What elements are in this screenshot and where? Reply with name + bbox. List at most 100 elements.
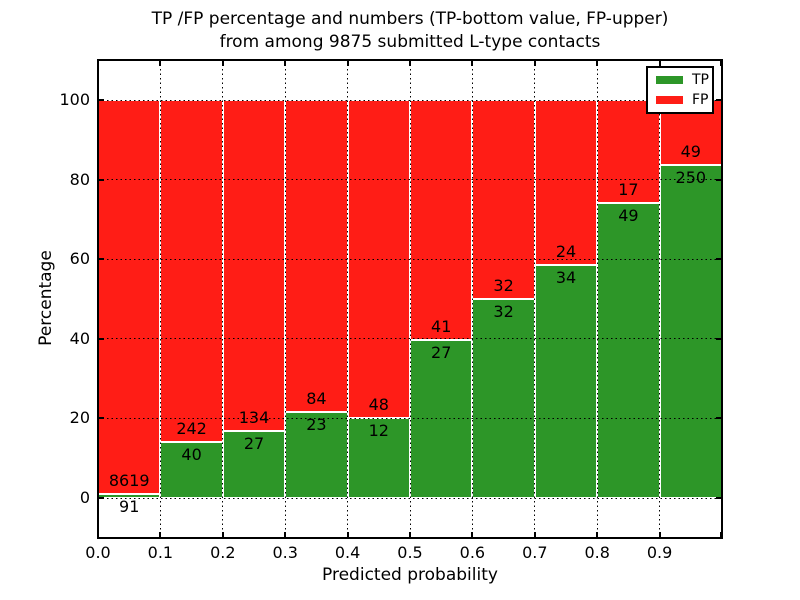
- y-tick-label: 80: [69, 169, 90, 189]
- x-tick-top: [409, 60, 411, 66]
- y-tick-label: 100: [59, 90, 90, 109]
- x-tick-bottom: [284, 532, 287, 538]
- y-tick-right: [716, 337, 722, 340]
- x-tick-label: 0.4: [334, 543, 361, 562]
- fp-count-label: 84: [306, 389, 327, 409]
- tp-count-label: 23: [306, 415, 327, 435]
- bar-segment-tp: [285, 412, 348, 498]
- fp-count-label: 8619: [108, 470, 150, 490]
- x-tick-label: 0.6: [459, 543, 486, 562]
- x-tick-top: [284, 60, 287, 66]
- v-gridline: [409, 60, 411, 538]
- v-gridline: [534, 60, 536, 538]
- bar-segment-tp: [534, 264, 598, 498]
- y-tick-label: 20: [69, 408, 90, 428]
- x-tick-top: [658, 60, 661, 66]
- chart-title: TP /FP percentage and numbers (TP-bottom…: [98, 8, 722, 54]
- x-tick-bottom: [471, 532, 474, 538]
- x-tick-top: [471, 60, 474, 66]
- v-gridline: [347, 60, 349, 538]
- x-tick-label: 0.2: [210, 543, 236, 562]
- y-tick-left: [98, 417, 104, 420]
- bar-segment-tp: [597, 202, 660, 498]
- y-tick-right: [716, 99, 722, 101]
- v-gridline: [596, 60, 598, 538]
- y-tick-left: [98, 497, 104, 499]
- x-tick-label: 0.9: [646, 543, 673, 562]
- fp-count-label: 242: [176, 418, 207, 438]
- x-tick-label: 0.0: [85, 543, 111, 562]
- x-tick-bottom: [221, 532, 224, 538]
- tp-count-label: 49: [618, 205, 639, 225]
- legend-label: FP: [692, 92, 709, 108]
- bar-segment-fp: [160, 100, 223, 442]
- v-gridline: [222, 60, 224, 538]
- x-tick-top: [720, 60, 722, 66]
- y-tick-label: 40: [69, 328, 90, 348]
- x-tick-top: [97, 60, 99, 66]
- y-tick-left: [98, 99, 104, 101]
- legend: TP FP: [646, 66, 714, 114]
- x-tick-bottom: [97, 532, 99, 538]
- x-tick-label: 0.1: [147, 543, 174, 562]
- y-tick-label: 60: [69, 249, 90, 269]
- x-tick-bottom: [409, 532, 411, 538]
- fp-count-label: 24: [555, 241, 577, 261]
- x-tick-bottom: [720, 532, 722, 538]
- y-tick-label: 0: [79, 488, 90, 507]
- chart-title-line2: from among 9875 submitted L-type contact…: [219, 32, 601, 52]
- x-tick-label: 0.5: [397, 543, 423, 562]
- v-gridline: [159, 60, 161, 538]
- x-tick-bottom: [533, 532, 536, 538]
- x-tick-bottom: [658, 532, 661, 538]
- bar-segment-tp: [160, 441, 223, 498]
- y-axis-label: Percentage: [36, 250, 56, 346]
- legend-label: TP: [692, 72, 709, 88]
- legend-row: TP: [648, 72, 712, 88]
- x-tick-label: 0.3: [272, 543, 298, 562]
- legend-swatch-fp: [656, 96, 683, 104]
- tp-count-label: 32: [493, 302, 514, 321]
- fp-count-label: 41: [431, 316, 452, 336]
- v-gridline: [284, 60, 286, 538]
- y-tick-left: [98, 178, 104, 181]
- y-tick-right: [716, 258, 722, 261]
- x-tick-top: [221, 60, 224, 66]
- x-tick-label: 0.8: [584, 543, 610, 562]
- x-tick-bottom: [159, 532, 162, 538]
- tp-count-label: 40: [181, 444, 202, 464]
- y-tick-left: [98, 258, 104, 261]
- v-gridline: [659, 60, 661, 538]
- y-tick-right: [716, 417, 722, 420]
- chart-title-line1: TP /FP percentage and numbers (TP-bottom…: [151, 9, 669, 29]
- fp-count-label: 134: [238, 408, 270, 428]
- x-tick-top: [596, 60, 599, 66]
- x-tick-bottom: [596, 532, 599, 538]
- x-tick-top: [533, 60, 536, 66]
- tp-count-label: 27: [431, 342, 452, 362]
- bar-segment-fp: [534, 100, 598, 265]
- legend-swatch-tp: [656, 76, 683, 84]
- tp-count-label: 250: [675, 168, 707, 188]
- bar-segment-fp: [597, 100, 660, 203]
- bar-segment-fp: [285, 100, 348, 413]
- fp-count-label: 48: [368, 395, 389, 415]
- tp-count-label: 34: [555, 267, 577, 287]
- fp-count-label: 49: [680, 142, 701, 162]
- bar-segment-tp: [347, 418, 410, 498]
- x-tick-top: [346, 60, 349, 66]
- tp-count-label: 12: [368, 421, 389, 441]
- bar-segment-fp: [472, 100, 535, 299]
- fp-count-label: 17: [618, 179, 639, 199]
- tp-count-label: 91: [119, 496, 140, 516]
- x-tick-bottom: [346, 532, 349, 538]
- bar-segment-tp: [659, 165, 722, 498]
- x-tick-label: 0.7: [522, 543, 548, 562]
- tp-count-label: 27: [243, 434, 265, 454]
- bar-segment-tp: [222, 431, 286, 498]
- x-axis-label: Predicted probability: [322, 565, 498, 585]
- fp-count-label: 32: [493, 276, 514, 295]
- bar-segment-tp: [410, 339, 473, 498]
- y-tick-right: [716, 178, 722, 181]
